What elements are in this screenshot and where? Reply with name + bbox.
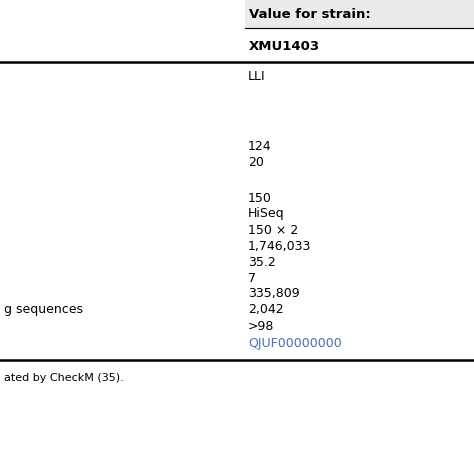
Text: >98: >98 xyxy=(248,319,274,332)
Text: 150 × 2: 150 × 2 xyxy=(248,224,298,237)
Text: g sequences: g sequences xyxy=(4,303,83,317)
Text: 335,809: 335,809 xyxy=(248,288,300,301)
Text: 20: 20 xyxy=(248,155,264,168)
Text: Value for strain:: Value for strain: xyxy=(249,8,371,20)
Text: 1,746,033: 1,746,033 xyxy=(248,239,311,253)
Text: 7: 7 xyxy=(248,272,256,284)
Bar xyxy=(245,0,474,28)
Text: QJUF00000000: QJUF00000000 xyxy=(248,337,342,350)
Text: LLI: LLI xyxy=(248,70,265,82)
Text: 150: 150 xyxy=(248,191,272,204)
Text: HiSeq: HiSeq xyxy=(248,208,284,220)
Text: XMU1403: XMU1403 xyxy=(249,39,320,53)
Text: 35.2: 35.2 xyxy=(248,255,276,268)
Text: ated by CheckM (35).: ated by CheckM (35). xyxy=(4,373,124,383)
Text: 2,042: 2,042 xyxy=(248,303,283,317)
Text: 124: 124 xyxy=(248,139,272,153)
